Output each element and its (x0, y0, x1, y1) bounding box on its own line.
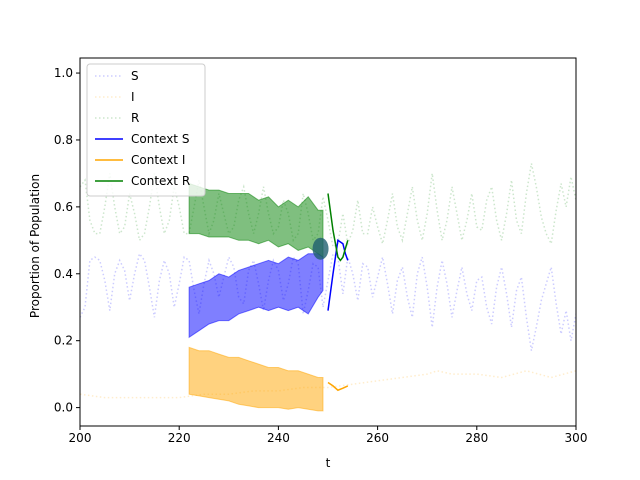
y-tick-label: 0.0 (54, 401, 73, 415)
series-line-r (80, 163, 576, 249)
legend-label: Context R (131, 174, 190, 188)
y-tick-label: 1.0 (54, 66, 73, 80)
series-line-i (80, 370, 576, 399)
legend-label: S (131, 69, 139, 83)
y-axis-label: Proportion of Population (28, 174, 42, 318)
y-tick-label: 0.4 (54, 267, 73, 281)
series-line-s (80, 251, 576, 351)
series-line-context-s (327, 239, 349, 311)
legend-box (86, 63, 206, 197)
y-tick-label: 0.8 (54, 133, 73, 147)
x-axis-label: t (326, 456, 331, 470)
x-tick-label: 280 (465, 431, 488, 445)
legend-label: Context I (131, 153, 185, 167)
series-line-context-i (327, 381, 349, 392)
annotation-circle (312, 237, 329, 260)
x-tick-label: 240 (267, 431, 290, 445)
band-1 (188, 346, 324, 412)
x-tick-label: 300 (565, 431, 588, 445)
legend-label: R (131, 111, 139, 125)
band-0 (188, 253, 324, 339)
x-tick-label: 200 (69, 431, 92, 445)
x-tick-label: 220 (168, 431, 191, 445)
legend-label: I (131, 90, 135, 104)
series-line-context-r (327, 193, 349, 262)
y-tick-label: 0.6 (54, 200, 73, 214)
x-tick-label: 260 (366, 431, 389, 445)
legend-label: Context S (131, 132, 189, 146)
plot-frame (79, 57, 577, 427)
y-tick-label: 0.2 (54, 334, 73, 348)
